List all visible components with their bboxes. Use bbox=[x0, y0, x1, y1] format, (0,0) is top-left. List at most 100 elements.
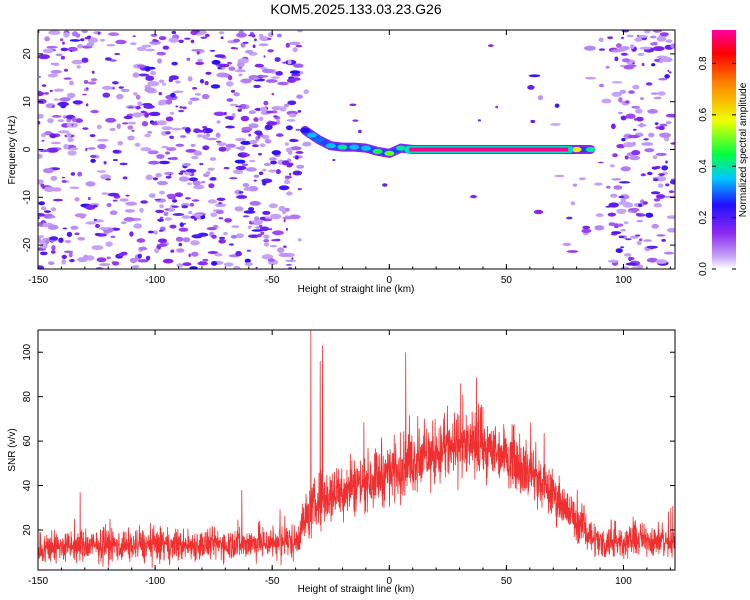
noise-blob bbox=[189, 266, 198, 269]
noise-blob bbox=[233, 92, 240, 97]
noise-blob bbox=[253, 84, 261, 89]
noise-blob bbox=[147, 230, 154, 234]
noise-blob bbox=[278, 252, 291, 257]
noise-blob bbox=[71, 117, 77, 122]
noise-speck bbox=[69, 259, 75, 263]
noise-speck bbox=[637, 34, 640, 37]
noise-blob bbox=[63, 32, 70, 38]
noise-speck bbox=[632, 128, 637, 131]
noise-speck bbox=[135, 105, 141, 110]
noise-blob bbox=[38, 149, 50, 153]
noise-blob bbox=[168, 37, 179, 43]
noise-speck bbox=[229, 243, 234, 246]
noise-blob bbox=[150, 70, 156, 76]
noise-speck bbox=[268, 228, 273, 231]
noise-blob bbox=[172, 213, 185, 216]
noise-blob bbox=[266, 110, 273, 114]
noise-speck bbox=[112, 159, 118, 161]
noise-blob bbox=[286, 119, 296, 122]
noise-speck bbox=[230, 89, 236, 93]
noise-speck bbox=[103, 161, 107, 165]
noise-blob bbox=[145, 75, 155, 81]
noise-blob bbox=[253, 117, 259, 122]
noise-speck bbox=[628, 257, 635, 261]
noise-blob bbox=[595, 213, 604, 218]
snr-panel: -150 -100 -50 0 50 100 20 40 60 80 100 Height of s… bbox=[7, 329, 676, 595]
noise-blob bbox=[550, 123, 561, 126]
noise-blob bbox=[578, 177, 587, 181]
noise-blob bbox=[268, 169, 277, 173]
noise-speck bbox=[598, 48, 606, 51]
noise-blob bbox=[143, 104, 155, 109]
noise-speck bbox=[95, 224, 98, 227]
noise-blob bbox=[253, 216, 260, 221]
noise-blob bbox=[287, 150, 293, 156]
noise-speck bbox=[159, 216, 164, 219]
noise-blob bbox=[287, 59, 292, 65]
noise-speck bbox=[382, 183, 388, 187]
noise-blob bbox=[233, 169, 244, 175]
noise-speck bbox=[122, 176, 128, 180]
noise-speck bbox=[199, 162, 204, 166]
noise-speck bbox=[97, 31, 101, 35]
noise-blob bbox=[49, 133, 57, 139]
noise-blob bbox=[107, 192, 120, 197]
noise-blob bbox=[67, 150, 77, 156]
noise-blob bbox=[69, 80, 74, 86]
noise-blob bbox=[186, 57, 191, 61]
noise-speck bbox=[122, 122, 129, 125]
noise-blob bbox=[161, 145, 169, 149]
noise-speck bbox=[43, 92, 50, 95]
noise-speck bbox=[114, 53, 121, 55]
noise-speck bbox=[200, 36, 207, 39]
noise-blob bbox=[636, 240, 642, 246]
noise-blob bbox=[635, 116, 644, 122]
spectrogram-xlabel: Height of straight line (km) bbox=[298, 284, 415, 295]
noise-blob bbox=[225, 125, 235, 129]
noise-speck bbox=[171, 30, 177, 35]
noise-speck bbox=[218, 236, 226, 240]
noise-blob bbox=[292, 170, 303, 176]
noise-blob bbox=[530, 119, 536, 124]
noise-blob bbox=[187, 182, 192, 185]
noise-blob bbox=[236, 195, 248, 199]
noise-blob bbox=[118, 86, 124, 89]
noise-speck bbox=[230, 46, 237, 50]
noise-blob bbox=[659, 32, 669, 37]
noise-blob bbox=[175, 236, 184, 242]
noise-blob bbox=[631, 105, 640, 109]
noise-blob bbox=[657, 91, 666, 96]
noise-blob bbox=[620, 266, 630, 269]
noise-blob bbox=[127, 121, 137, 125]
noise-blob bbox=[627, 134, 640, 139]
noise-speck bbox=[257, 136, 260, 139]
noise-speck bbox=[202, 126, 208, 129]
noise-blob bbox=[275, 71, 284, 76]
noise-blob bbox=[628, 207, 640, 212]
noise-blob bbox=[83, 254, 89, 259]
noise-speck bbox=[566, 216, 573, 220]
noise-blob bbox=[47, 118, 54, 124]
noise-blob bbox=[649, 35, 657, 39]
noise-blob bbox=[169, 111, 175, 115]
noise-speck bbox=[253, 179, 257, 182]
noise-speck bbox=[295, 44, 303, 48]
noise-speck bbox=[41, 84, 47, 87]
noise-blob bbox=[120, 88, 130, 93]
noise-blob bbox=[156, 51, 166, 56]
noise-blob bbox=[165, 175, 172, 179]
noise-speck bbox=[255, 266, 258, 269]
noise-blob bbox=[191, 234, 203, 239]
noise-blob bbox=[302, 141, 312, 147]
noise-speck bbox=[158, 229, 164, 232]
noise-blob bbox=[145, 255, 151, 261]
noise-blob bbox=[585, 76, 597, 80]
noise-blob bbox=[624, 221, 629, 225]
noise-speck bbox=[49, 89, 53, 92]
noise-blob bbox=[144, 112, 150, 118]
snr-ticks: -150 -100 -50 0 50 100 20 40 60 80 100 bbox=[22, 330, 675, 587]
noise-blob bbox=[185, 168, 197, 173]
noise-speck bbox=[194, 30, 200, 33]
noise-speck bbox=[621, 36, 624, 40]
noise-blob bbox=[48, 215, 56, 219]
